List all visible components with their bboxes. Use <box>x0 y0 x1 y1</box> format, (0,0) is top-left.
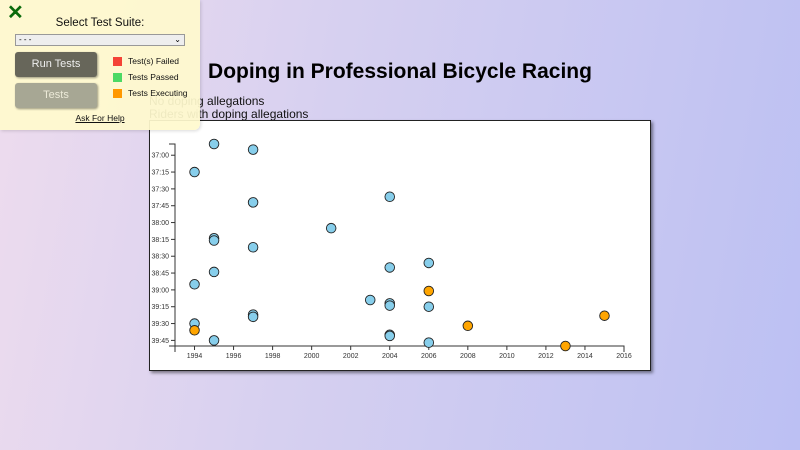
x-tick-label: 2004 <box>382 353 398 360</box>
x-tick-label: 1996 <box>226 353 242 360</box>
scatter-chart: 1994 1996 1998 2000 2002 2004 2006 2008 2010 2012… <box>149 120 651 371</box>
x-tick-label: 2006 <box>421 353 437 360</box>
y-tick: 38:30 <box>151 254 175 261</box>
y-axis-line <box>169 143 176 347</box>
y-tick-label: 38:15 <box>151 237 169 244</box>
x-tick: 1994 <box>187 346 203 360</box>
x-tick-label: 2000 <box>304 353 320 360</box>
y-tick: 37:00 <box>151 153 175 160</box>
scatter-plot: 1994 1996 1998 2000 2002 2004 2006 2008 2010 2012… <box>151 138 632 360</box>
key-executing: Tests Executing <box>113 88 188 99</box>
y-tick: 37:30 <box>151 186 175 193</box>
y-tick: 37:45 <box>151 203 175 210</box>
x-tick: 2006 <box>421 346 437 360</box>
dot-no-doping <box>247 197 259 208</box>
x-tick-label: 2014 <box>577 353 593 360</box>
dot-doping <box>189 325 200 336</box>
test-panel: ✕ Select Test Suite: - - - ⌄ Run Tests Te… <box>0 0 200 130</box>
tests-button[interactable]: Tests <box>15 83 97 108</box>
x-tick-label: 2008 <box>460 353 476 360</box>
x-tick: 2002 <box>343 346 359 360</box>
x-tick: 2010 <box>499 346 515 360</box>
dot-no-doping <box>247 241 259 253</box>
chevron-down-icon: ⌄ <box>174 35 181 44</box>
dot-doping <box>423 285 435 297</box>
dot-doping <box>560 340 571 352</box>
dot-no-doping <box>384 262 395 273</box>
y-tick-label: 37:30 <box>151 186 169 193</box>
x-axis: 1994 1996 1998 2000 2002 2004 2006 2008 2010 2012… <box>174 345 632 360</box>
x-tick: 2012 <box>538 346 554 360</box>
close-icon[interactable]: ✕ <box>7 2 24 24</box>
dots <box>189 138 610 352</box>
y-tick: 38:15 <box>151 237 175 244</box>
y-tick-label: 39:15 <box>151 304 169 311</box>
dot-no-doping <box>384 300 395 311</box>
dot-doping <box>599 310 610 321</box>
y-tick: 39:45 <box>151 338 175 345</box>
x-tick-label: 2002 <box>343 353 359 360</box>
y-tick-label: 39:30 <box>151 321 169 328</box>
y-tick-label: 38:30 <box>151 254 169 261</box>
dot-no-doping <box>189 279 200 290</box>
dot-no-doping <box>208 266 220 278</box>
passed-swatch <box>113 73 122 83</box>
x-tick-label: 2012 <box>538 353 554 360</box>
x-tick: 1998 <box>265 346 281 360</box>
test-suite-select[interactable]: - - - ⌄ <box>15 34 185 46</box>
key-passed: Tests Passed <box>113 72 179 83</box>
key-failed: Test(s) Failed <box>113 56 179 67</box>
dot-no-doping <box>423 257 435 269</box>
y-tick-label: 37:15 <box>151 170 169 177</box>
select-value: - - - <box>19 35 32 44</box>
executing-swatch <box>113 89 122 99</box>
dot-no-doping <box>384 330 395 342</box>
dot-no-doping <box>208 138 220 150</box>
y-tick-label: 38:45 <box>151 271 169 278</box>
ask-for-help-link[interactable]: Ask For Help <box>75 113 125 123</box>
dot-doping <box>462 320 474 332</box>
x-tick-label: 1994 <box>187 353 203 360</box>
x-tick-label: 2016 <box>616 353 632 360</box>
dot-no-doping <box>384 191 395 202</box>
y-tick-label: 37:45 <box>151 203 169 210</box>
y-tick: 38:00 <box>151 220 175 227</box>
x-tick: 2008 <box>460 346 476 360</box>
dot-no-doping <box>208 235 220 246</box>
y-tick: 39:30 <box>151 321 175 328</box>
dot-no-doping <box>247 144 259 155</box>
y-tick: 39:00 <box>151 287 175 294</box>
x-axis-line <box>174 345 625 352</box>
run-tests-button[interactable]: Run Tests <box>15 52 97 77</box>
chart-title: Doping in Professional Bicycle Racing <box>208 60 592 83</box>
dot-no-doping <box>189 166 200 178</box>
x-tick: 2004 <box>382 346 398 360</box>
y-tick-label: 38:00 <box>151 220 169 227</box>
dot-no-doping <box>423 337 435 348</box>
y-tick: 37:15 <box>151 170 175 177</box>
x-tick-label: 1998 <box>265 353 281 360</box>
y-axis: 37:00 37:15 37:30 37:45 38:00 38:15 38:30 38:45… <box>151 143 176 347</box>
dot-no-doping <box>423 301 435 312</box>
dot-no-doping <box>364 294 376 306</box>
dot-no-doping <box>247 311 259 323</box>
x-tick: 2014 <box>577 346 593 360</box>
x-tick: 2000 <box>304 346 320 360</box>
x-tick: 2016 <box>616 346 632 360</box>
y-tick-label: 37:00 <box>151 153 169 160</box>
failed-swatch <box>113 57 122 67</box>
y-tick: 39:15 <box>151 304 175 311</box>
dot-no-doping <box>208 335 220 346</box>
y-tick-label: 39:00 <box>151 287 169 294</box>
select-test-suite-label: Select Test Suite: <box>55 17 145 29</box>
y-tick-label: 39:45 <box>151 338 169 345</box>
y-tick: 38:45 <box>151 271 175 278</box>
dot-no-doping <box>325 222 337 234</box>
x-tick-label: 2010 <box>499 353 515 360</box>
x-tick: 1996 <box>226 346 242 360</box>
